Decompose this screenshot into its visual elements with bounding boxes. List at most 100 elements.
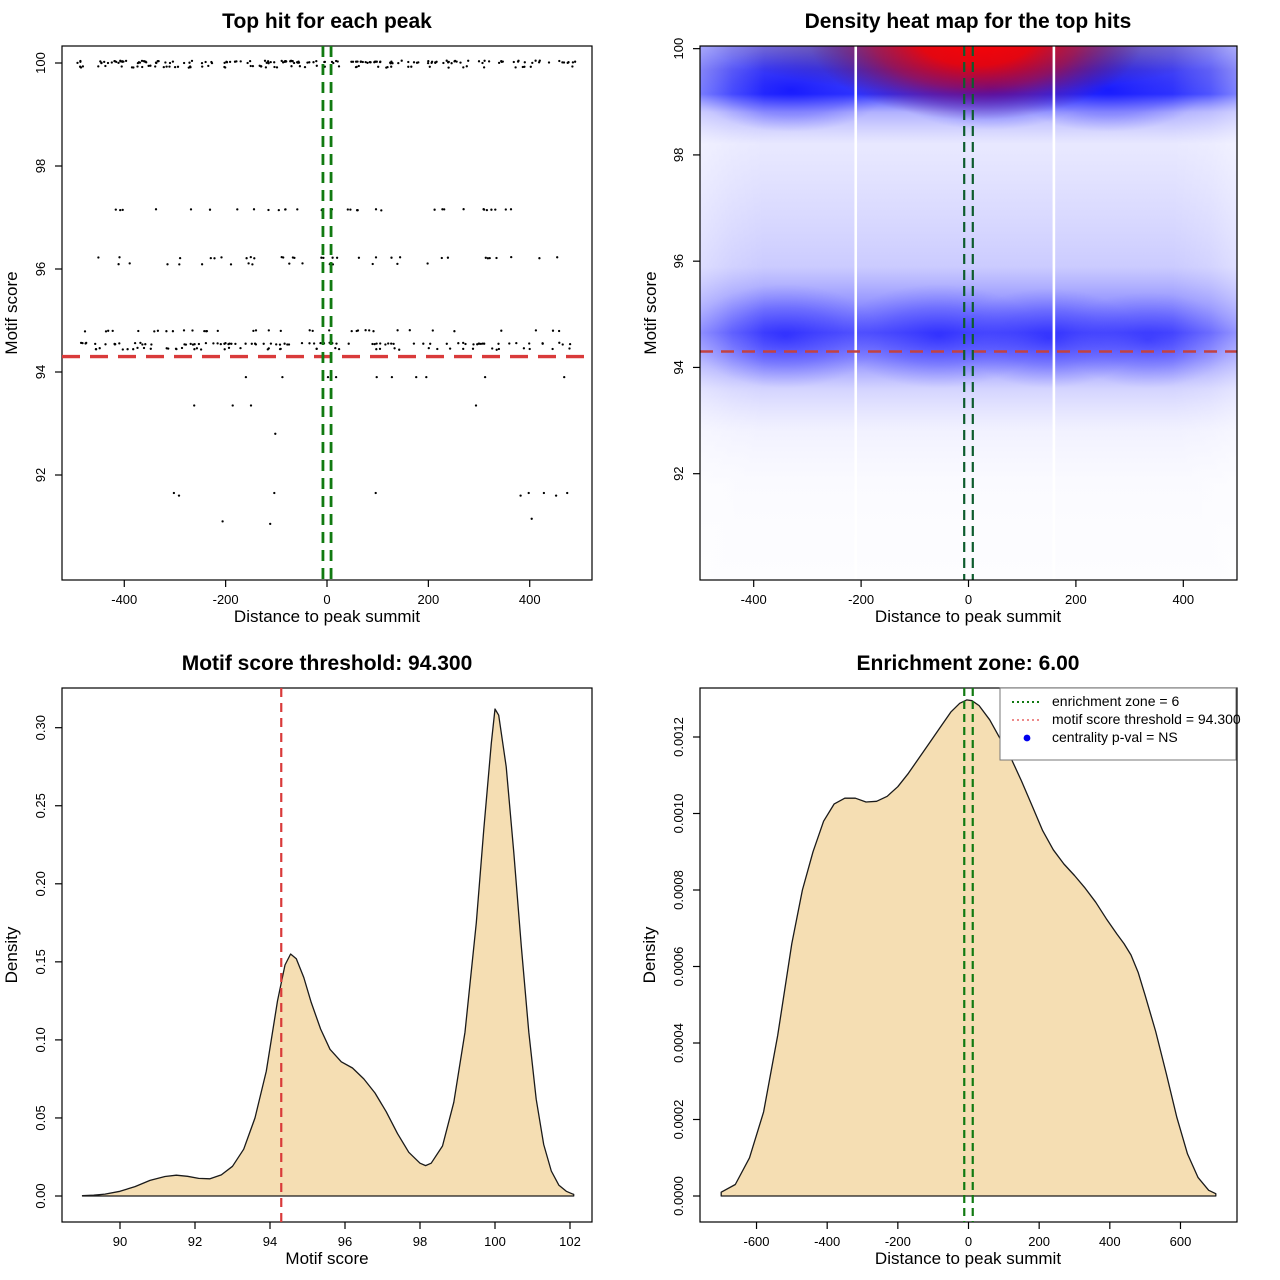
scatter-point	[356, 60, 359, 63]
scatter-point	[239, 346, 242, 350]
y-axis-label: Motif score	[2, 271, 21, 354]
scatter-point	[247, 262, 250, 265]
y-tick-label: 100	[33, 52, 48, 74]
scatter-point	[497, 347, 501, 351]
scatter-point	[429, 342, 432, 345]
scatter-point	[260, 65, 263, 68]
scatter-point	[482, 66, 486, 69]
scatter-point	[286, 343, 289, 346]
scatter-point	[561, 343, 564, 346]
scatter-plot-area: -400 -200 0 200 400 92 94 96 98 100	[33, 45, 593, 607]
plot-box	[61, 687, 593, 1223]
x-tick-label: -200	[885, 1234, 911, 1249]
scatter-point	[262, 342, 265, 345]
scatter-point	[568, 347, 571, 350]
legend: enrichment zone = 6 motif score threshold…	[999, 687, 1241, 761]
scatter-point	[447, 66, 450, 69]
scatter-point	[442, 61, 445, 65]
scatter-point	[371, 262, 374, 266]
scatter-point	[189, 208, 193, 211]
scatter-point	[197, 342, 201, 346]
scatter-point	[165, 330, 168, 333]
scatter-point	[396, 262, 399, 266]
scatter-point	[481, 61, 484, 65]
scatter-point	[231, 404, 234, 407]
scatter-point	[400, 59, 403, 62]
scatter-point	[494, 208, 497, 211]
scatter-point	[538, 59, 541, 62]
scatter-point	[252, 329, 255, 333]
scatter-point	[121, 348, 124, 351]
legend-item-label: enrichment zone = 6	[1052, 693, 1179, 709]
scatter-point	[119, 208, 122, 212]
scatter-point	[154, 61, 158, 64]
x-tick-label: -400	[814, 1234, 840, 1249]
scatter-point	[153, 330, 156, 333]
scatter-point	[227, 346, 231, 350]
scatter-point	[462, 66, 465, 69]
scatter-point	[390, 375, 394, 379]
scatter-point	[164, 61, 167, 64]
scatter-point	[296, 208, 299, 211]
scatter-point	[177, 494, 181, 497]
scatter-point	[482, 208, 485, 211]
scatter-point	[491, 347, 494, 350]
scatter-point	[104, 343, 107, 346]
scatter-point	[275, 343, 278, 346]
y-tick-label: 94	[671, 360, 686, 374]
scatter-point	[368, 329, 371, 332]
scatter-point	[154, 65, 157, 68]
scatter-point	[337, 347, 341, 351]
scatter-point	[322, 256, 325, 260]
scatter-point	[448, 347, 452, 350]
scatter-point	[278, 343, 282, 346]
scatter-point	[283, 60, 286, 63]
scatter-point	[245, 257, 248, 260]
scatter-point	[335, 342, 338, 345]
scatter-point	[119, 59, 122, 62]
scatter-point	[193, 348, 196, 351]
scatter-point	[273, 65, 276, 69]
scatter-point	[445, 59, 448, 62]
scatter-point	[315, 347, 318, 351]
y-tick-label: 98	[33, 159, 48, 173]
scatter-point	[374, 491, 377, 495]
scatter-point	[136, 346, 139, 350]
scatter-point	[477, 60, 481, 63]
scatter-point	[178, 263, 181, 266]
scatter-point	[220, 256, 223, 259]
scatter-point	[464, 342, 467, 346]
scatter-point	[551, 347, 554, 351]
scatter-point	[350, 329, 353, 333]
scatter-point	[191, 329, 194, 332]
scatter-point	[298, 65, 302, 68]
scatter-point	[441, 208, 444, 211]
scatter-point	[236, 208, 239, 211]
scatter-point	[239, 60, 242, 63]
y-tick-label: 0.20	[33, 871, 48, 896]
scatter-point	[375, 348, 378, 351]
scatter-point	[350, 60, 353, 63]
scatter-point	[355, 329, 358, 333]
scatter-point	[312, 342, 316, 345]
scatter-point	[139, 341, 142, 345]
scatter-point	[284, 208, 287, 211]
scatter-point	[273, 61, 276, 64]
scatter-point	[228, 342, 231, 345]
panel-title: Enrichment zone: 6.00	[857, 652, 1080, 675]
scatter-point	[398, 256, 402, 259]
panel-distance-density: Enrichment zone: 6.00 Distance to peak s…	[640, 652, 1241, 1268]
scatter-point	[106, 61, 110, 65]
scatter-point	[266, 60, 270, 63]
scatter-point	[205, 329, 209, 333]
scatter-point	[436, 347, 439, 351]
y-tick-label: 96	[33, 262, 48, 276]
scatter-point	[459, 61, 462, 64]
scatter-point	[566, 491, 569, 495]
y-tick-label: 0.00	[33, 1183, 48, 1208]
x-tick-label: 92	[188, 1234, 202, 1249]
scatter-point	[157, 59, 160, 63]
scatter-point	[210, 61, 214, 65]
scatter-point	[356, 209, 359, 212]
scatter-point	[263, 59, 267, 62]
